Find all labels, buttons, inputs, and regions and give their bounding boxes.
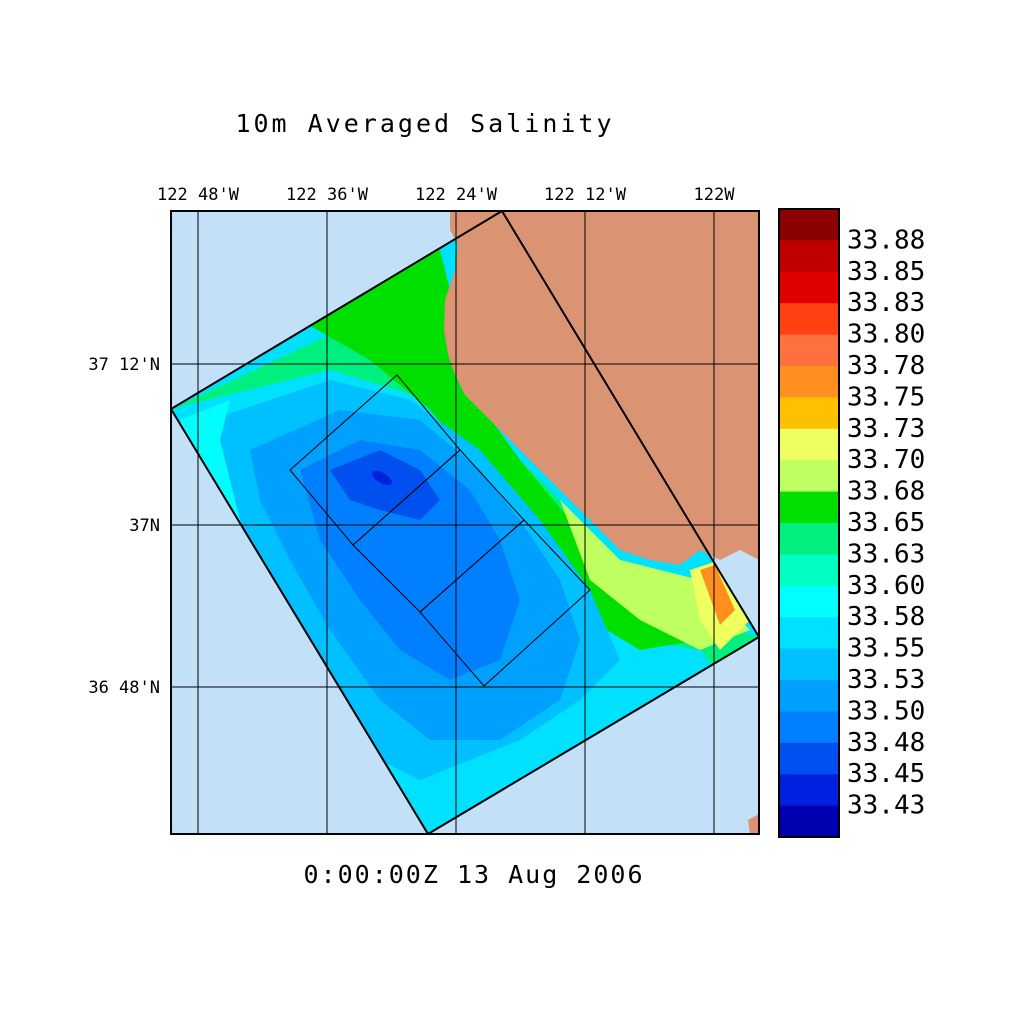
timestamp-label: 0:00:00Z 13 Aug 2006 [303,860,644,889]
colorbar-segment [779,523,839,555]
colorbar-segment [779,774,839,807]
colorbar-segment [779,680,839,712]
colorbar-label: 33.70 [847,445,925,475]
longitude-label: 122 12'W [544,185,627,205]
colorbar-segment [779,554,839,587]
colorbar-label: 33.85 [847,257,925,287]
colorbar-segment [779,240,839,273]
longitude-label: 122 48'W [157,185,240,205]
model-domain-outline [171,211,759,834]
colorbar-label: 33.80 [847,320,925,350]
salinity-band-33-65 [300,250,700,650]
colorbar-segment [779,209,839,241]
latitude-label: 37N [129,516,160,536]
colorbar-segment [779,460,839,493]
colorbar-segment [779,648,839,681]
colorbar-label: 33.48 [847,728,925,758]
salinity-band-33-58 [180,400,430,834]
graticule-lines [171,211,759,834]
colorbar: 33.8833.8533.8333.8033.7833.7533.7333.70… [778,208,925,838]
longitude-label: 122W [694,185,736,205]
colorbar-segment [779,428,839,461]
map-title: 10m Averaged Salinity [235,109,614,138]
colorbar-segment [779,491,839,524]
longitude-label: 122 24'W [415,185,498,205]
colorbar-segment [779,805,839,838]
colorbar-label: 33.60 [847,571,925,601]
colorbar-segment [779,585,839,618]
map-area [171,211,759,834]
colorbar-label: 33.53 [847,665,925,695]
colorbar-segment [779,397,839,430]
colorbar-segment [779,334,839,367]
coastline-land-southeast [748,814,759,834]
map-frame [170,210,760,835]
inner-boxes [289,374,591,687]
salinity-band-33-75 [700,565,735,625]
longitude-label: 122 36'W [286,185,369,205]
colorbar-segment [779,366,839,398]
colorbar-label: 33.83 [847,288,925,318]
longitude-labels: 122 48'W 122 36'W 122 24'W 122 12'W 122W [157,185,735,205]
colorbar-label: 33.55 [847,634,925,664]
colorbar-label: 33.78 [847,351,925,381]
colorbar-segment [779,742,839,775]
latitude-label: 37 12'N [88,355,160,375]
colorbar-frame [778,208,840,838]
coastline-land [444,211,759,565]
colorbar-label: 33.68 [847,477,925,507]
inner-box-3 [419,519,591,687]
colorbar-label: 33.58 [847,602,925,632]
colorbar-segment [779,617,839,650]
colorbar-label: 33.65 [847,508,925,538]
latitude-labels: 37 12'N 37N 36 48'N [88,355,160,698]
colorbar-segment [779,271,839,304]
colorbar-segment [779,711,839,744]
colorbar-segment [779,303,839,336]
colorbar-label: 33.50 [847,696,925,726]
colorbar-label: 33.45 [847,759,925,789]
colorbar-label: 33.73 [847,414,925,444]
colorbar-label: 33.63 [847,539,925,569]
colorbar-label: 33.88 [847,225,925,255]
latitude-label: 36 48'N [88,678,160,698]
salinity-band-33-45 [330,450,440,520]
salinity-minimum-spot [372,471,392,485]
colorbar-label: 33.75 [847,382,925,412]
colorbar-label: 33.43 [847,791,925,821]
